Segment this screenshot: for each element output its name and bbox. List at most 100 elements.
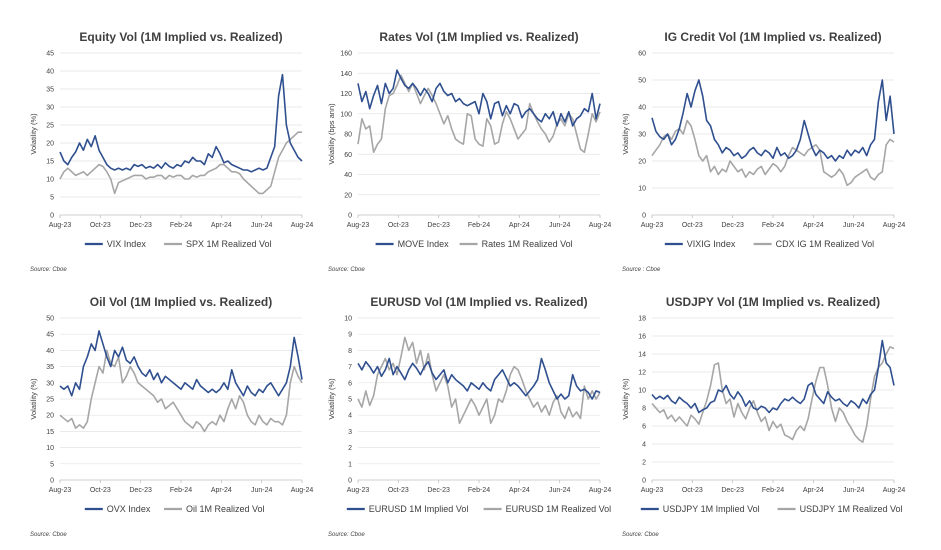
series-line-implied	[357, 357, 601, 400]
x-tick-label: Jun-24	[843, 222, 865, 229]
x-tick-label: Aug-24	[291, 487, 314, 494]
series-line-implied	[651, 339, 895, 414]
y-axis-label: Volatility (%)	[621, 113, 630, 155]
chart-svg: Oil Vol (1M Implied vs. Realized) 0 5 10 15 2…	[29, 295, 314, 538]
source-note: Source: Cboe	[328, 267, 365, 273]
y-tick-label: 30	[638, 132, 646, 139]
chart-panel-equity: Equity Vol (1M Implied vs. Realized) 0 5 10…	[20, 25, 320, 285]
y-tick-label: 30	[46, 380, 54, 387]
y-tick-label: 12	[638, 370, 646, 377]
y-tick-label: 20	[638, 159, 646, 166]
y-tick-label: 40	[638, 105, 646, 112]
x-tick-label: Feb-24	[762, 222, 784, 229]
x-tick-label: Oct-23	[388, 487, 409, 494]
series-line-realized	[357, 74, 601, 154]
y-tick-label: 60	[344, 152, 352, 159]
y-tick-label: 5	[50, 461, 54, 468]
x-tick-label: Dec-23	[129, 487, 152, 494]
legend-label: CDX IG 1M Realized Vol	[776, 239, 875, 249]
y-tick-label: 45	[46, 51, 54, 58]
x-tick-label: Apr-24	[211, 222, 232, 229]
y-tick-label: 20	[46, 141, 54, 148]
chart-title: Rates Vol (1M Implied vs. Realized)	[379, 30, 578, 44]
x-tick-label: Dec-23	[721, 487, 744, 494]
x-tick-label: Feb-24	[170, 487, 192, 494]
y-tick-label: 0	[50, 213, 54, 220]
x-tick-label: Jun-24	[251, 222, 273, 229]
y-tick-label: 10	[46, 177, 54, 184]
x-tick-label: Apr-24	[803, 222, 824, 229]
legend-label: SPX 1M Realized Vol	[186, 239, 272, 249]
x-tick-label: Oct-23	[388, 222, 409, 229]
x-tick-label: Aug-24	[589, 222, 612, 229]
x-tick-label: Aug-23	[347, 487, 370, 494]
y-tick-label: 60	[638, 51, 646, 58]
y-tick-label: 35	[46, 364, 54, 371]
x-tick-label: Aug-23	[641, 487, 664, 494]
y-tick-label: 0	[642, 478, 646, 485]
series-line-realized	[59, 131, 302, 195]
chart-panel-eurusd: EURUSD Vol (1M Implied vs. Realized) 0 1 2 3…	[318, 290, 618, 550]
y-axis-label: Volatility (%)	[29, 113, 38, 155]
x-tick-label: Jun-24	[251, 487, 273, 494]
y-axis-label: Volatility (%)	[621, 378, 630, 420]
y-tick-label: 0	[348, 213, 352, 220]
chart-title: IG Credit Vol (1M Implied vs. Realized)	[664, 30, 881, 44]
y-tick-label: 25	[46, 123, 54, 130]
y-tick-label: 3	[348, 429, 352, 436]
chart-panel-ig-credit: IG Credit Vol (1M Implied vs. Realized) 0…	[612, 25, 912, 285]
y-tick-label: 25	[46, 397, 54, 404]
y-tick-label: 50	[638, 78, 646, 85]
chart-title: Oil Vol (1M Implied vs. Realized)	[90, 295, 272, 309]
x-tick-label: Dec-23	[427, 487, 450, 494]
x-tick-label: Dec-23	[427, 222, 450, 229]
y-tick-label: 160	[340, 51, 352, 58]
chart-title: EURUSD Vol (1M Implied vs. Realized)	[370, 295, 587, 309]
chart-svg: Rates Vol (1M Implied vs. Realized) 0 20 40…	[327, 30, 612, 273]
y-tick-label: 8	[642, 406, 646, 413]
y-tick-label: 16	[638, 334, 646, 341]
y-tick-label: 40	[46, 69, 54, 76]
x-tick-label: Aug-23	[49, 487, 72, 494]
y-tick-label: 40	[46, 348, 54, 355]
y-tick-label: 140	[340, 71, 352, 78]
legend-label: MOVE Index	[398, 239, 450, 249]
legend-label: VIXIG Index	[687, 239, 736, 249]
y-tick-label: 0	[50, 478, 54, 485]
chart-title: Equity Vol (1M Implied vs. Realized)	[79, 30, 282, 44]
x-tick-label: Aug-23	[641, 222, 664, 229]
x-tick-label: Dec-23	[721, 222, 744, 229]
x-tick-label: Aug-24	[291, 222, 314, 229]
series-line-implied	[59, 330, 303, 397]
y-tick-label: 10	[638, 388, 646, 395]
x-tick-label: Feb-24	[468, 222, 490, 229]
y-tick-label: 9	[348, 332, 352, 339]
series-line-implied	[651, 79, 895, 162]
source-note: Source : Cboe	[622, 267, 661, 273]
y-tick-label: 18	[638, 316, 646, 323]
y-tick-label: 50	[46, 316, 54, 323]
y-tick-label: 45	[46, 332, 54, 339]
legend-label: Rates 1M Realized Vol	[482, 239, 573, 249]
legend-label: EURUSD 1M Realized Vol	[506, 504, 612, 514]
y-tick-label: 6	[642, 424, 646, 431]
y-tick-label: 14	[638, 352, 646, 359]
source-note: Source: Cboe	[622, 532, 659, 538]
x-tick-label: Feb-24	[170, 222, 192, 229]
x-tick-label: Jun-24	[549, 222, 571, 229]
legend-label: EURUSD 1M Implied Vol	[369, 504, 469, 514]
x-tick-label: Apr-24	[803, 487, 824, 494]
series-line-realized	[651, 346, 895, 443]
y-tick-label: 15	[46, 159, 54, 166]
x-tick-label: Aug-24	[589, 487, 612, 494]
y-tick-label: 4	[642, 442, 646, 449]
y-tick-label: 2	[348, 445, 352, 452]
y-axis-label: Volatility (%)	[327, 378, 336, 420]
y-tick-label: 80	[344, 132, 352, 139]
series-line-implied	[357, 69, 601, 127]
legend-label: VIX Index	[107, 239, 147, 249]
chart-svg: EURUSD Vol (1M Implied vs. Realized) 0 1 2 3…	[327, 295, 612, 538]
y-tick-label: 4	[348, 413, 352, 420]
x-tick-label: Oct-23	[682, 222, 703, 229]
y-tick-label: 40	[344, 172, 352, 179]
